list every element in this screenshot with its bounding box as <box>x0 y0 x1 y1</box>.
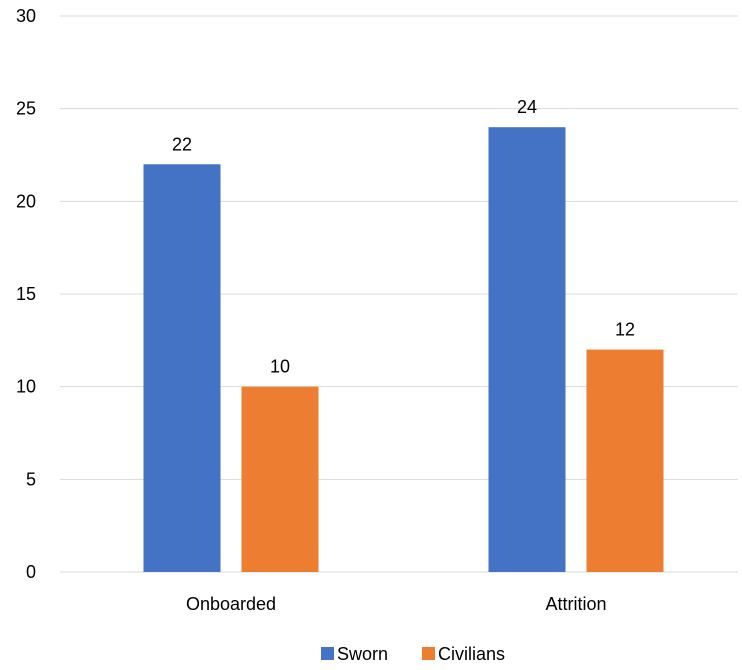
bar-civilians-onboarded <box>241 386 319 572</box>
legend-label-sworn: Sworn <box>337 644 388 664</box>
data-labels: 22 10 24 12 <box>172 97 635 376</box>
data-label: 10 <box>270 357 290 377</box>
bar-civilians-attrition <box>586 349 664 572</box>
bar-sworn-onboarded <box>143 164 221 572</box>
data-label: 22 <box>172 134 192 154</box>
legend-label-civilians: Civilians <box>438 644 505 664</box>
legend-swatch-sworn <box>321 647 334 660</box>
data-label: 12 <box>615 320 635 340</box>
legend-swatch-civilians <box>422 647 435 660</box>
y-tick-label: 20 <box>16 191 36 211</box>
bar-sworn-attrition <box>488 127 566 572</box>
x-category-label: Onboarded <box>186 594 276 614</box>
x-category-label: Attrition <box>545 594 606 614</box>
y-tick-label: 30 <box>16 6 36 26</box>
bars <box>143 127 664 572</box>
y-tick-label: 15 <box>16 284 36 304</box>
legend: Sworn Civilians <box>321 644 505 664</box>
y-axis-tick-labels: 0 5 10 15 20 25 30 <box>16 6 36 582</box>
y-tick-label: 0 <box>26 562 36 582</box>
x-axis-category-labels: Onboarded Attrition <box>186 594 607 614</box>
y-tick-label: 25 <box>16 99 36 119</box>
y-tick-label: 10 <box>16 377 36 397</box>
data-label: 24 <box>517 97 537 117</box>
y-tick-label: 5 <box>26 469 36 489</box>
